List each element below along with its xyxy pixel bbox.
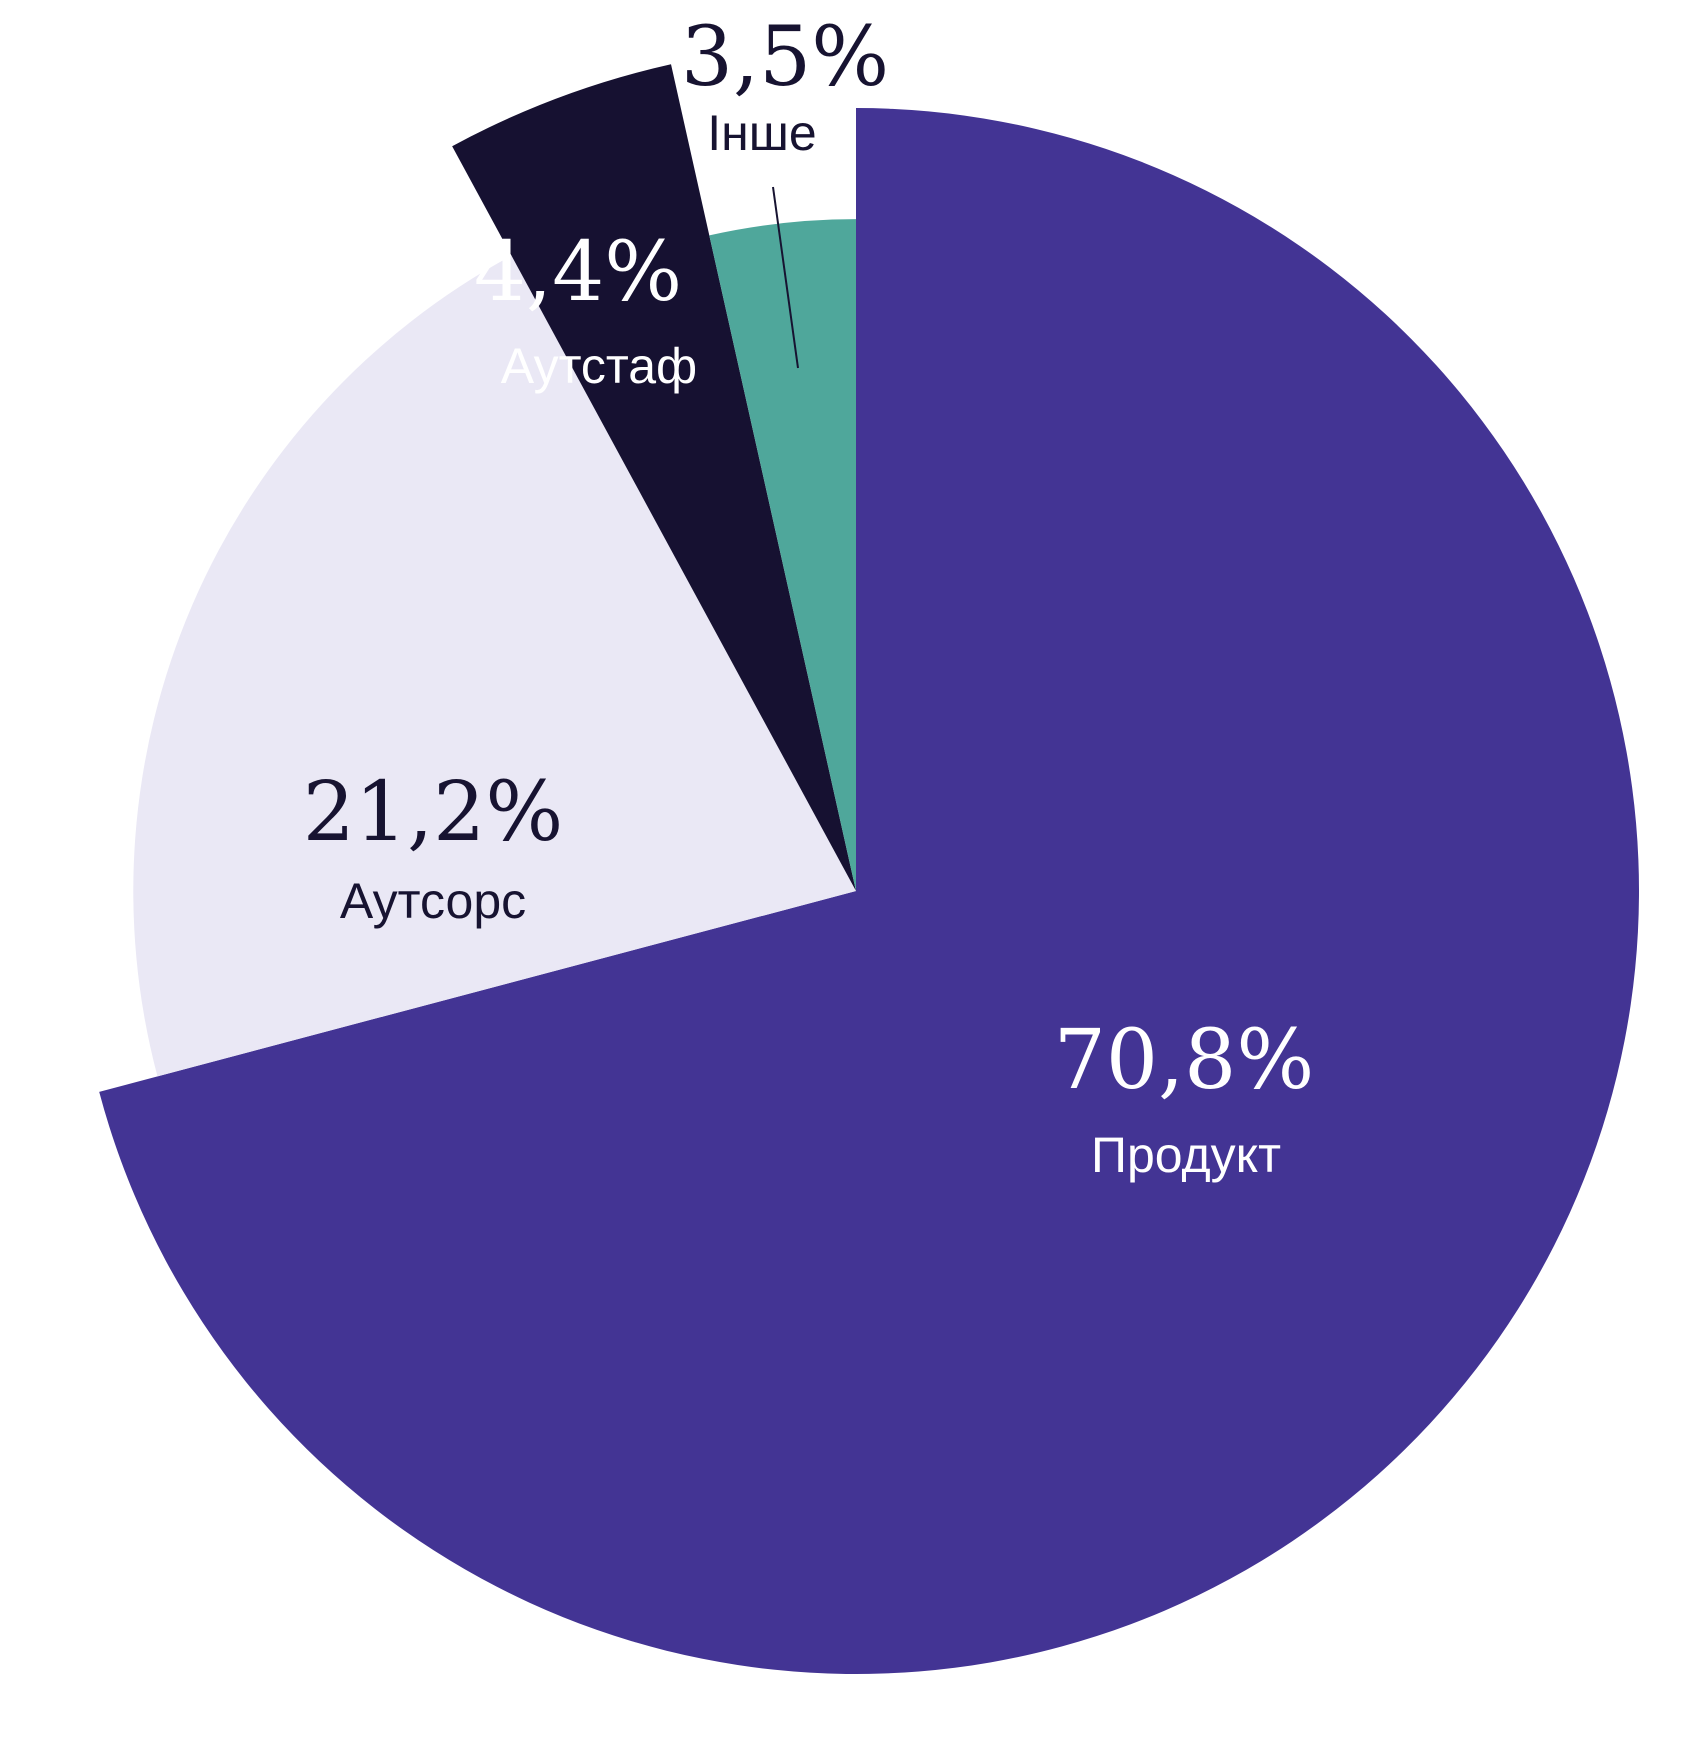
slice-value-label-аутстаф: 4,4% [474,225,682,320]
slice-category-label-продукт: Продукт [1091,1127,1281,1183]
slice-category-label-аутсорс: Аутсорс [340,873,526,929]
pie-slice-продукт [99,108,1640,1675]
slice-category-label-інше: Інше [707,105,816,161]
pie-slice-аутсорс [133,255,857,1077]
pie-slices [99,64,1640,1675]
leader-line-інше [772,186,799,369]
slice-labels: 70,8% Продукт 21,2% Аутсорс 4,4% Аутстаф 3,5%І… [303,10,1315,1183]
pie-slice-аутстаф [452,64,856,892]
slice-category-label-аутстаф: Аутстаф [501,338,697,394]
slice-value-label-продукт: 70,8% [1054,1013,1315,1108]
slice-value-label-інше: 3,5% [681,10,889,105]
pie-slice-інше [709,219,856,891]
leader-lines [772,186,799,369]
slice-value-label-аутсорс: 21,2% [303,765,564,860]
